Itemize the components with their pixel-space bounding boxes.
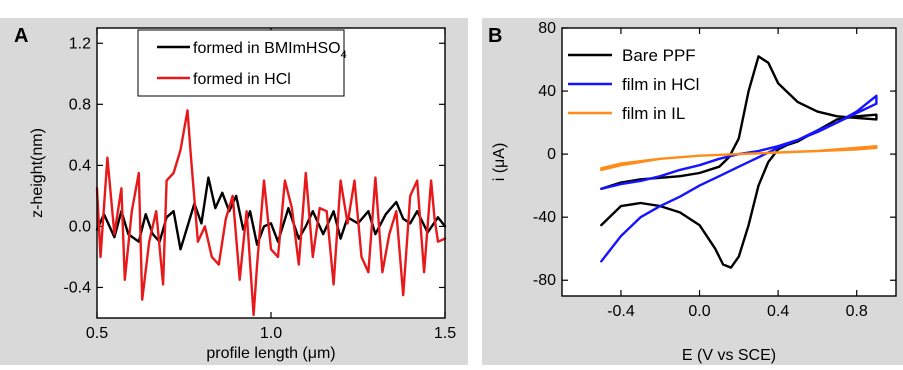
panel-a-legend-label-bmim: formed in BMImHSO4 xyxy=(193,40,347,61)
panel-a: A 0.5 1.0 1.5 -0.4 0.0 0.4 0.8 1.2 formed in BM… xyxy=(0,18,468,365)
series-line-bare-ppf xyxy=(600,55,878,269)
panel-b-x-axis-label: E (V vs SCE) xyxy=(682,347,776,364)
panel-b-plot-border xyxy=(561,27,897,297)
panel-a-label: A xyxy=(14,25,28,47)
panel-a-legend-subscript: 4 xyxy=(341,49,347,61)
y-tick-label: -80 xyxy=(533,272,556,289)
series-line-formed-in-hcl xyxy=(95,109,447,317)
panel-a-series-lines xyxy=(95,109,447,317)
y-tick-label: -40 xyxy=(533,209,556,226)
x-tick-label: 0.4 xyxy=(767,303,789,320)
x-tick-label: 0.0 xyxy=(688,303,710,320)
y-tick-label: 0 xyxy=(547,146,556,163)
panel-b-plot-area xyxy=(562,28,896,296)
panel-a-legend-label-hcl: formed in HCl xyxy=(193,71,291,88)
y-tick-label: 1.2 xyxy=(69,35,91,52)
series-line-film-in-hcl xyxy=(600,94,878,263)
panel-b-series-lines xyxy=(600,55,878,269)
series-line-formed-in-bmimhso4 xyxy=(95,176,447,251)
x-tick-label: 0.8 xyxy=(846,303,868,320)
panel-a-x-axis-label: profile length (μm) xyxy=(206,345,335,362)
panel-a-ticks: 0.5 1.0 1.5 -0.4 0.0 0.4 0.8 1.2 xyxy=(63,28,456,342)
panel-b: B -0.4 0.0 0.4 0.8 -80 -40 0 40 80 Bare PPF film… xyxy=(482,18,903,365)
x-tick-label: 1.0 xyxy=(260,325,282,342)
panel-a-legend-box xyxy=(137,29,345,97)
y-tick-label: 40 xyxy=(538,83,556,100)
panel-a-y-axis-label: z-height(nm) xyxy=(29,128,46,218)
panel-b-legend-label-film-il: film in IL xyxy=(622,104,685,123)
x-tick-label: 0.5 xyxy=(86,325,108,342)
x-tick-label: -0.4 xyxy=(607,303,635,320)
panel-a-plot-border xyxy=(96,27,446,319)
y-tick-label: 0.0 xyxy=(69,218,91,235)
panel-b-legend-label-bare-ppf: Bare PPF xyxy=(622,46,696,65)
y-tick-label: 0.4 xyxy=(69,157,91,174)
panel-b-legend: Bare PPF film in HCl film in IL xyxy=(568,46,699,123)
panel-b-y-axis-label: i (μA) xyxy=(491,143,508,182)
panel-b-label: B xyxy=(488,25,502,47)
y-tick-label: 80 xyxy=(538,20,556,37)
y-tick-label: -0.4 xyxy=(63,279,91,296)
panel-b-legend-label-film-hcl: film in HCl xyxy=(622,75,699,94)
y-tick-label: 0.8 xyxy=(69,96,91,113)
series-line-film-in-il xyxy=(600,144,878,172)
x-tick-label: 1.5 xyxy=(434,325,456,342)
panel-b-ticks: -0.4 0.0 0.4 0.8 -80 -40 0 40 80 xyxy=(533,20,896,320)
panel-a-legend: formed in BMImHSO4 formed in HCl xyxy=(137,29,347,97)
